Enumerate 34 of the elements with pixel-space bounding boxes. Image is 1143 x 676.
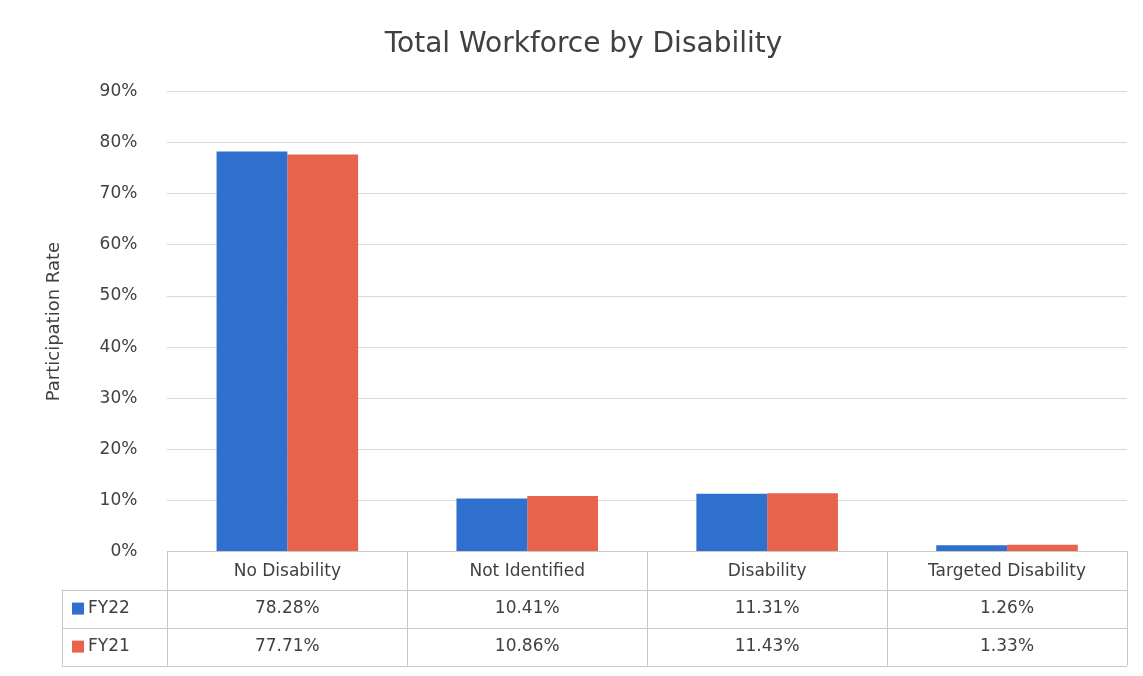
bar [527,496,599,552]
y-tick-label: 70% [99,182,138,203]
y-tick-label: 50% [99,284,138,305]
y-tick-label: 60% [99,233,138,254]
data-label: 1.33% [980,635,1035,656]
y-tick-label: 80% [99,131,138,152]
y-tick-label: 90% [99,80,138,101]
data-label: 10.86% [494,635,560,656]
x-tick-label: Disability [727,560,807,581]
legend-label: FY22 [88,597,130,618]
x-tick-label: Targeted Disability [927,560,1087,581]
x-tick-label: No Disability [233,560,341,581]
bar [936,545,1008,552]
data-label: 10.41% [494,597,560,618]
bar [767,493,838,552]
y-axis-title: Participation Rate [42,241,64,402]
bar [696,493,768,552]
y-tick-label: 0% [110,540,138,561]
data-label: 11.31% [734,597,800,618]
bar [216,151,288,552]
legend-label: FY21 [88,635,130,656]
x-tick-label: Not Identified [469,560,586,581]
chart-title: Total Workforce by Disability [383,26,783,60]
data-label: 11.43% [734,635,800,656]
bar [287,154,359,552]
y-tick-label: 30% [99,386,138,407]
y-tick-label: 40% [99,335,138,356]
bar [1007,544,1078,552]
y-tick-label: 20% [99,437,138,458]
data-label: 77.71% [254,635,320,656]
data-label: 1.26% [980,597,1035,618]
data-label: 78.28% [254,597,320,618]
bar [456,498,528,552]
y-tick-label: 10% [99,488,138,509]
